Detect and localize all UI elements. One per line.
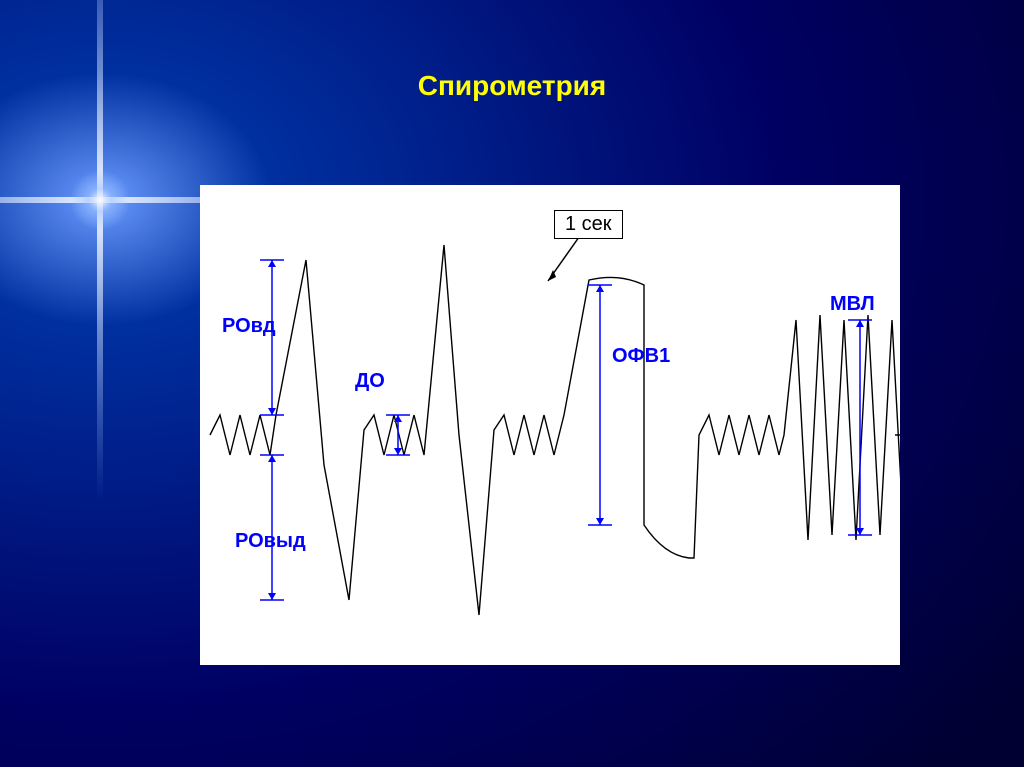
chart-panel xyxy=(200,185,900,665)
label-rovd: РОвд xyxy=(222,315,276,338)
one-second-label: 1 сек xyxy=(554,210,623,239)
slide-title: Спирометрия xyxy=(0,70,1024,102)
label-rovyd: РОвыд xyxy=(235,530,306,553)
label-ofv1: ОФВ1 xyxy=(612,345,670,368)
label-do: ДО xyxy=(355,370,385,393)
label-mvl: МВЛ xyxy=(830,293,875,316)
spirometry-waveform xyxy=(200,185,900,665)
